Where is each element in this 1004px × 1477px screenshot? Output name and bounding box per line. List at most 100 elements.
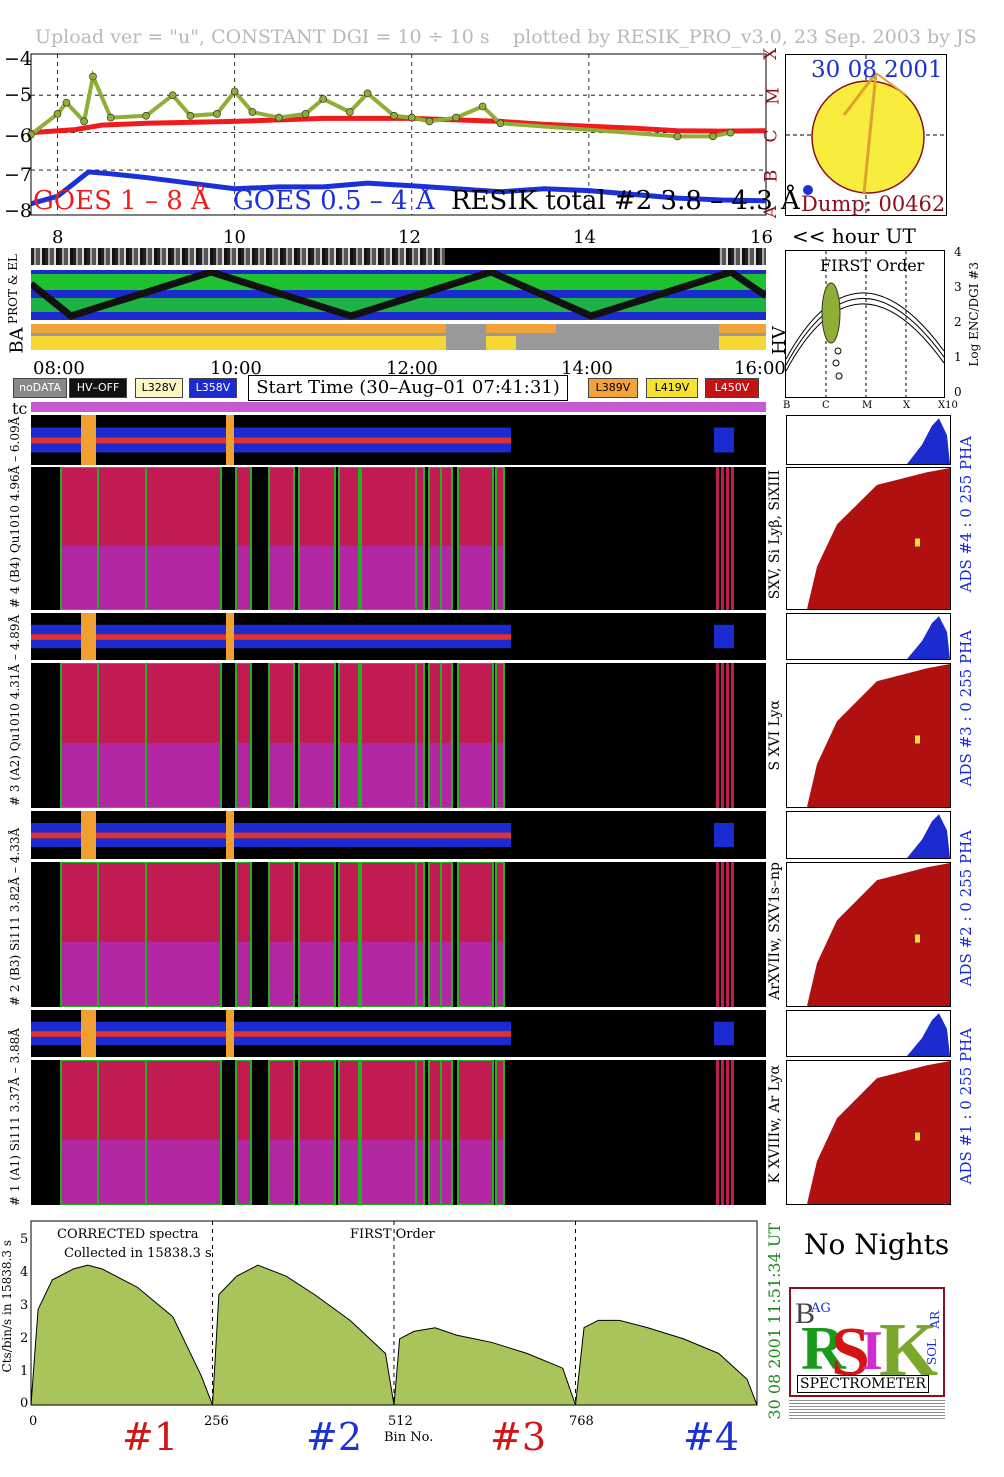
ads-marker xyxy=(915,735,920,744)
pha-small-ch2 xyxy=(786,811,951,859)
hour-axis-label: << hour UT xyxy=(792,224,916,248)
ads-histogram-area xyxy=(807,468,950,609)
spectrogram-block xyxy=(721,862,724,1007)
spectrogram-block xyxy=(496,1060,504,1205)
ads-histogram-ch4 xyxy=(786,467,951,610)
spectrogram-block-lower xyxy=(416,1139,424,1205)
spectrogram-block-edge xyxy=(268,663,295,808)
spectrogram-block-lower xyxy=(458,1139,493,1205)
flare-arrow xyxy=(862,72,878,194)
resik-data-point xyxy=(709,132,717,141)
species-label-ch1: K XVIIIw, Ar Lyα xyxy=(767,1065,783,1184)
resik-data-point xyxy=(168,91,177,100)
ads-marker xyxy=(915,1132,920,1141)
no-nights-text: No Nights xyxy=(804,1228,950,1261)
spectrogram-block-lower xyxy=(429,941,441,1007)
spectrogram-flare xyxy=(226,1010,234,1057)
resik-data-point xyxy=(142,111,150,120)
histogram-svg xyxy=(787,814,950,858)
prot-el-strip xyxy=(31,270,766,320)
spectrogram-svg xyxy=(31,811,734,859)
tc-strip xyxy=(31,402,766,412)
orbit-trace xyxy=(31,270,766,320)
status-x-tick: 08:00 xyxy=(33,358,85,379)
spectrogram-flare xyxy=(81,613,96,660)
resik-data-point xyxy=(452,113,460,122)
spectrogram-block-edge xyxy=(338,1060,360,1205)
spectrogram-svg xyxy=(31,613,734,660)
tc-dark-overlay xyxy=(445,248,719,265)
spectrogram-block xyxy=(726,1060,729,1205)
ba-label: BA xyxy=(6,327,28,354)
legend-goes-1-8: GOES 1 – 8 Å xyxy=(33,186,210,216)
spectrogram-block-lower xyxy=(299,941,335,1007)
legend-l450v: L450V xyxy=(705,378,759,398)
header-right: plotted by RESIK_PRO_v3.0, 23 Sep. 2003 … xyxy=(513,26,977,48)
class-letter-m: M xyxy=(763,87,784,105)
resik-data-point xyxy=(673,132,682,141)
dump-marker xyxy=(803,185,813,195)
channel-label-ch2: # 2 (B3) Si111 3.82Å – 4.33Å xyxy=(8,827,22,1006)
status-x-tick: 12:00 xyxy=(386,358,438,379)
spectrogram-block-edge xyxy=(268,1060,295,1205)
legend-resik-total: RESIK total #2 3.8 – 4.3 Å xyxy=(451,186,800,216)
histogram-svg xyxy=(787,418,950,464)
spectrogram-block-lower xyxy=(441,941,452,1007)
pha-histogram xyxy=(787,814,950,858)
spectrogram-svg xyxy=(60,467,734,610)
first-order-plot xyxy=(785,250,945,398)
sun-panel xyxy=(785,54,947,216)
channel-label-ch4: # 4 (B4) Qu1010 4.96Å – 6.09Å xyxy=(8,416,22,608)
spectrogram-block-lower xyxy=(146,941,221,1007)
pha-histogram xyxy=(787,1013,950,1056)
resik-data-point xyxy=(213,110,221,118)
first-order-title: FIRST Order xyxy=(820,256,925,275)
spectrogram-block-lower xyxy=(361,1139,416,1205)
spectrogram-small-ch2 xyxy=(31,811,766,859)
spectrogram-block xyxy=(731,1060,734,1205)
resik-data-point xyxy=(27,130,35,139)
svg-text:B: B xyxy=(795,1297,815,1330)
spectrogram-svg xyxy=(60,663,734,808)
resik-data-point xyxy=(425,117,434,126)
spectrogram-block-edge xyxy=(457,1060,494,1205)
spectrogram-block-lower xyxy=(361,545,416,610)
corrected-spectrum-plot xyxy=(30,1220,758,1406)
spectrogram-block-lower xyxy=(361,941,416,1007)
histogram-svg xyxy=(807,863,950,1006)
spectrogram-block-edge xyxy=(495,1060,505,1205)
spec-y-tick: 1 xyxy=(20,1364,29,1379)
channel-number-2: #2 xyxy=(306,1415,363,1459)
spectrogram-block-edge xyxy=(268,467,295,610)
resik-data-point xyxy=(62,98,71,107)
ba-orange-band xyxy=(31,324,446,333)
logo-fine-print xyxy=(789,1399,945,1419)
resik-data-point xyxy=(726,128,735,137)
goes-x-tick: 14 xyxy=(573,227,596,248)
spectrogram-block-lower xyxy=(416,545,424,610)
resik-data-point xyxy=(275,113,283,122)
resik-data-point xyxy=(80,117,88,126)
spectrogram-band xyxy=(714,823,734,847)
goes-lightcurve-plot xyxy=(27,53,767,216)
goes-x-tick: 10 xyxy=(223,227,246,248)
goes-y-tick: −7 xyxy=(4,164,33,186)
spectrogram-block xyxy=(716,663,719,808)
spectrogram-block-lower xyxy=(236,941,251,1007)
first-order-text: FIRST Order xyxy=(350,1227,435,1242)
spectrogram-band xyxy=(31,437,511,444)
status-x-tick: 14:00 xyxy=(561,358,613,379)
legend-l358v: L358V xyxy=(189,378,237,398)
spectrogram-block-lower xyxy=(458,545,493,610)
channel-label-ch3: # 3 (A2) Qu1010 4.31Å – 4.89Å xyxy=(8,614,22,806)
spectrogram-block-lower xyxy=(441,742,452,808)
spectrogram-block-lower xyxy=(98,941,148,1007)
spectrogram-block-edge xyxy=(440,663,453,808)
spectrogram-small-ch4 xyxy=(31,415,766,465)
tc-label: tc xyxy=(12,399,28,418)
spectrogram-svg xyxy=(31,415,734,465)
spectrogram-block-lower xyxy=(339,742,359,808)
logo-ag: AG xyxy=(811,1301,831,1316)
spectrogram-block-lower xyxy=(496,1139,504,1205)
fo-y-tick: 4 xyxy=(954,245,962,259)
